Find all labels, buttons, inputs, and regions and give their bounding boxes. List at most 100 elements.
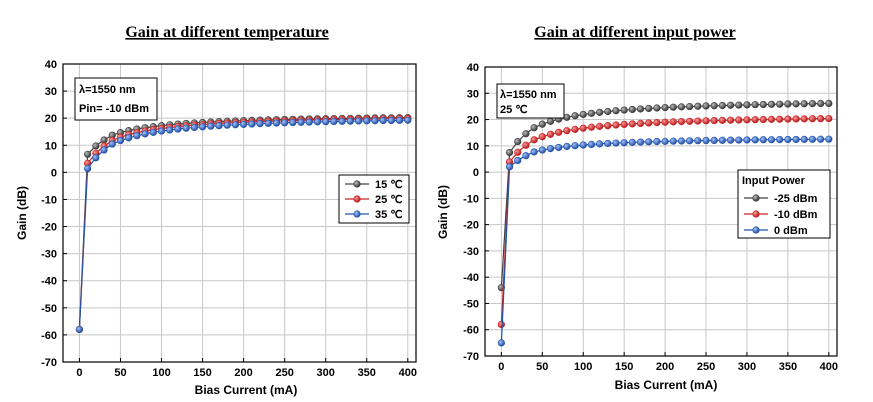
x-tick-label: 400	[399, 367, 417, 379]
data-point	[677, 117, 686, 126]
y-axis-label: Gain (dB)	[15, 186, 29, 240]
y-tick-label: 0	[51, 167, 57, 179]
data-point	[743, 116, 751, 124]
data-point	[84, 164, 92, 173]
x-tick-label: 200	[234, 367, 252, 379]
data-point	[546, 145, 555, 153]
data-point	[669, 137, 677, 145]
data-point	[620, 139, 628, 147]
data-point	[792, 100, 800, 108]
data-point	[620, 120, 628, 128]
ticks: 0 50 100 150 200 250 300 350 400-70-60-50-40-30-…	[463, 62, 838, 373]
data-point	[546, 130, 555, 138]
data-point	[530, 136, 538, 144]
x-tick-label: 300	[738, 361, 756, 373]
legend-label: 15 ℃	[375, 179, 403, 191]
annotation-frame	[74, 77, 158, 121]
data-point	[530, 148, 538, 156]
data-point	[645, 119, 653, 127]
data-point	[330, 117, 338, 126]
data-point	[514, 148, 522, 156]
x-tick-label: 50	[114, 367, 126, 379]
data-point	[743, 101, 751, 109]
data-point	[505, 148, 514, 157]
x-tick-label: 200	[656, 361, 674, 373]
y-tick-label: 40	[45, 59, 57, 71]
data-point	[702, 117, 710, 125]
data-point	[661, 103, 669, 112]
data-point	[100, 136, 108, 144]
data-point	[686, 137, 694, 145]
data-point	[522, 141, 530, 149]
data-point	[612, 121, 620, 129]
legend-marker	[353, 180, 361, 188]
legend-label: 35 ℃	[375, 209, 403, 221]
data-point	[817, 115, 825, 123]
data-point	[767, 136, 776, 144]
data-point	[808, 115, 817, 123]
data-point	[718, 116, 726, 124]
legend-label: 25 ℃	[375, 194, 403, 206]
chart-temperature: Gain at different temperature 0 50 100 150 2…	[15, 24, 417, 397]
x-tick-label: 150	[193, 367, 211, 379]
data-point	[710, 116, 718, 125]
data-point	[149, 128, 157, 136]
data-point	[579, 124, 587, 132]
x-tick-label: 250	[275, 367, 293, 379]
data-point	[759, 136, 767, 144]
y-tick-label: -20	[41, 222, 57, 234]
data-point	[379, 116, 387, 125]
data-point	[75, 325, 84, 334]
y-tick-label: 40	[467, 62, 479, 74]
data-point	[272, 119, 281, 127]
plot-frame	[484, 66, 838, 357]
y-tick-label: 20	[467, 115, 479, 127]
data-point	[555, 128, 563, 136]
annotation-wavelength: λ=1550 nm	[79, 84, 136, 96]
data-point	[612, 107, 620, 115]
y-tick-label: -30	[463, 246, 479, 258]
x-axis-label: Bias Current (mA)	[615, 378, 718, 392]
data-point	[338, 117, 346, 125]
x-tick-label: 300	[317, 367, 335, 379]
data-point	[530, 124, 538, 132]
data-point	[596, 140, 604, 148]
data-point	[354, 117, 363, 125]
y-tick-label: -30	[41, 249, 57, 261]
x-tick-label: 100	[574, 361, 592, 373]
annotation-wavelength: λ=1550 nm	[500, 89, 557, 101]
data-point	[726, 116, 735, 124]
data-point	[628, 105, 636, 114]
data-point	[661, 137, 669, 145]
data-point	[718, 136, 726, 144]
data-point	[387, 116, 395, 125]
data-point	[776, 135, 784, 144]
data-point	[759, 115, 767, 124]
data-point	[710, 136, 718, 145]
data-point	[240, 120, 248, 128]
y-axis-label: Gain (dB)	[436, 185, 450, 239]
data-point	[784, 100, 792, 108]
data-point	[198, 123, 207, 131]
data-point	[800, 135, 808, 143]
curves	[75, 114, 412, 334]
data-point	[497, 320, 505, 329]
y-tick-label: -10	[41, 194, 57, 206]
data-point	[522, 130, 530, 138]
y-tick-label: -50	[41, 303, 57, 315]
data-point	[497, 339, 505, 347]
data-point	[604, 139, 612, 148]
data-point	[825, 135, 833, 143]
y-tick-label: -60	[41, 330, 57, 342]
data-point	[579, 141, 587, 149]
data-point	[792, 115, 800, 123]
data-point	[604, 122, 612, 130]
data-point	[322, 118, 330, 126]
data-point	[166, 126, 174, 134]
y-tick-label: -10	[463, 193, 479, 205]
data-point	[636, 138, 645, 146]
data-point	[108, 140, 116, 148]
data-point	[784, 135, 792, 144]
legend-marker	[353, 210, 361, 218]
